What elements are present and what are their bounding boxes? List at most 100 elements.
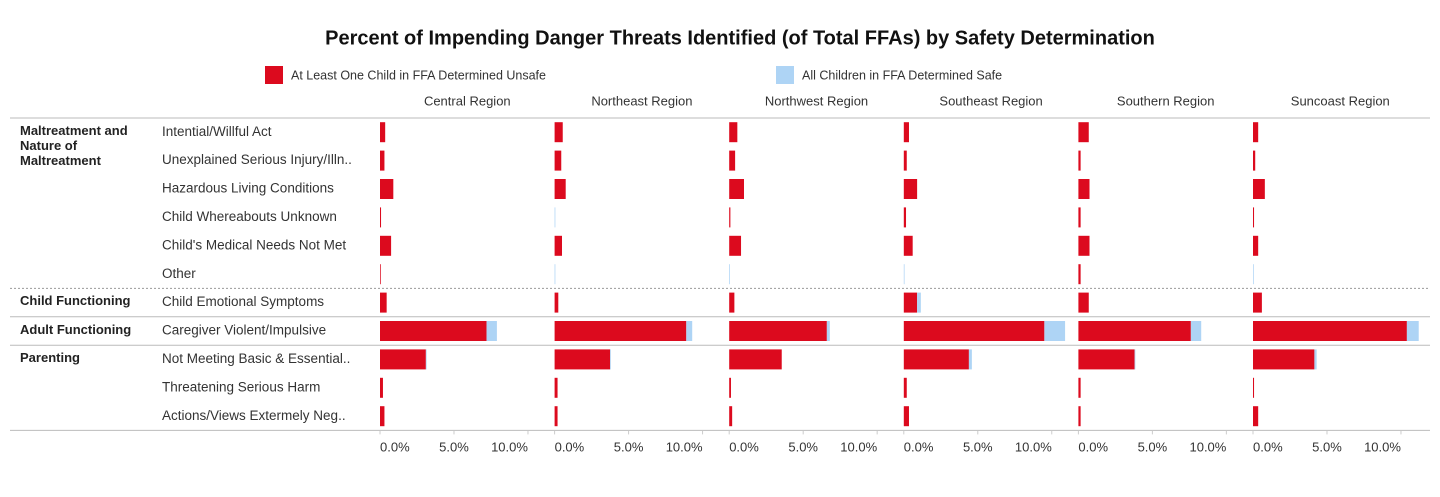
legend-label: All Children in FFA Determined Safe — [802, 68, 1002, 82]
bar-segment — [1078, 150, 1081, 171]
bar-segment — [729, 122, 738, 143]
x-tick-label: 5.0% — [439, 439, 469, 454]
bar-segment — [380, 349, 426, 370]
bar-segment — [729, 321, 827, 341]
bar-segment — [1253, 377, 1255, 398]
bar-segment — [1190, 321, 1202, 341]
category-label: Child's Medical Needs Not Met — [162, 237, 346, 252]
bar-segment — [554, 235, 562, 256]
bar-segment — [1406, 321, 1419, 341]
bar-segment — [686, 321, 693, 341]
category-label: Actions/Views Extermely Neg.. — [162, 408, 346, 423]
bar-segment — [1078, 349, 1135, 370]
chart-title: Percent of Impending Danger Threats Iden… — [325, 27, 1155, 49]
bar-segment — [554, 349, 611, 370]
bar-segment — [903, 264, 905, 285]
bar-segment — [903, 349, 969, 370]
bar-segment — [1078, 179, 1090, 199]
panel-title: Southeast Region — [939, 93, 1042, 108]
bar-segment — [486, 321, 497, 341]
panel-title: Northeast Region — [591, 93, 692, 108]
category-label: Caregiver Violent/Impulsive — [162, 323, 326, 338]
bar-segment — [1078, 235, 1090, 256]
bar-segment — [380, 122, 386, 143]
x-tick-label: 0.0% — [380, 439, 410, 454]
x-tick-label: 5.0% — [1138, 439, 1168, 454]
bar-segment — [554, 179, 566, 199]
bar-segment — [729, 349, 782, 370]
bar-segment — [380, 321, 487, 341]
bar-segment — [380, 377, 383, 398]
bar-segment — [903, 235, 913, 256]
bar-segment — [1253, 122, 1259, 143]
bar-segment — [729, 406, 733, 427]
panel-title: Southern Region — [1117, 93, 1215, 108]
category-label: Not Meeting Basic & Essential.. — [162, 351, 350, 366]
legend-label: At Least One Child in FFA Determined Uns… — [291, 68, 546, 82]
bar-segment — [1253, 264, 1254, 285]
bar-segment — [1253, 207, 1255, 228]
bar-segment — [554, 264, 556, 285]
bar-segment — [1078, 406, 1081, 427]
x-tick-label: 10.0% — [666, 439, 703, 454]
bar-segment — [380, 292, 387, 313]
x-tick-label: 5.0% — [963, 439, 993, 454]
category-label: Child Whereabouts Unknown — [162, 209, 337, 224]
panel-title: Suncoast Region — [1291, 93, 1390, 108]
category-label: Unexplained Serious Injury/Illn.. — [162, 152, 352, 167]
x-tick-label: 5.0% — [1312, 439, 1342, 454]
bar-segment — [554, 207, 556, 228]
bar-segment — [554, 406, 558, 427]
bar-segment — [917, 292, 921, 313]
bar-segment — [1253, 406, 1259, 427]
group-label: Child Functioning — [20, 293, 131, 309]
bar-segment — [826, 321, 830, 341]
group-label: Maltreatment and Nature of Maltreatment — [20, 123, 128, 168]
bar-segment — [729, 292, 735, 313]
bar-segment — [1253, 321, 1407, 341]
bar-segment — [1078, 207, 1081, 228]
bar-segment — [729, 264, 730, 285]
bar-segment — [1078, 377, 1081, 398]
bar-segment — [903, 150, 907, 171]
bar-segment — [1253, 292, 1262, 313]
group-label: Parenting — [20, 350, 80, 366]
bar-segment — [1253, 235, 1259, 256]
panel-title: Northwest Region — [765, 93, 868, 108]
bar-segment — [903, 179, 918, 199]
bar-segment — [380, 406, 385, 427]
bar-segment — [903, 321, 1045, 341]
bar-segment — [1134, 349, 1136, 370]
bar-segment — [380, 264, 381, 285]
category-label: Child Emotional Symptoms — [162, 294, 324, 309]
bar-segment — [610, 349, 611, 370]
bar-segment — [968, 349, 972, 370]
x-tick-label: 5.0% — [788, 439, 818, 454]
bar-segment — [1078, 292, 1089, 313]
bar-segment — [903, 292, 918, 313]
bar-segment — [1078, 321, 1191, 341]
x-tick-label: 10.0% — [491, 439, 528, 454]
bar-segment — [1078, 122, 1089, 143]
x-tick-label: 5.0% — [614, 439, 644, 454]
bar-segment — [903, 122, 909, 143]
bar-segment — [380, 179, 394, 199]
group-label: Adult Functioning — [20, 321, 132, 337]
x-tick-label: 0.0% — [1253, 439, 1283, 454]
category-label: Intential/Willful Act — [162, 124, 272, 139]
bar-segment — [1253, 150, 1256, 171]
bar-segment — [1078, 264, 1081, 285]
bar-segment — [380, 207, 382, 228]
bar-segment — [554, 292, 559, 313]
x-tick-label: 10.0% — [1015, 439, 1052, 454]
bar-segment — [1253, 349, 1315, 370]
bar-segment — [554, 377, 558, 398]
bar-segment — [903, 377, 907, 398]
bar-segment — [554, 150, 562, 171]
bar-segment — [380, 235, 392, 256]
bar-segment — [1314, 349, 1317, 370]
category-label: Other — [162, 266, 196, 281]
x-tick-label: 0.0% — [729, 439, 759, 454]
